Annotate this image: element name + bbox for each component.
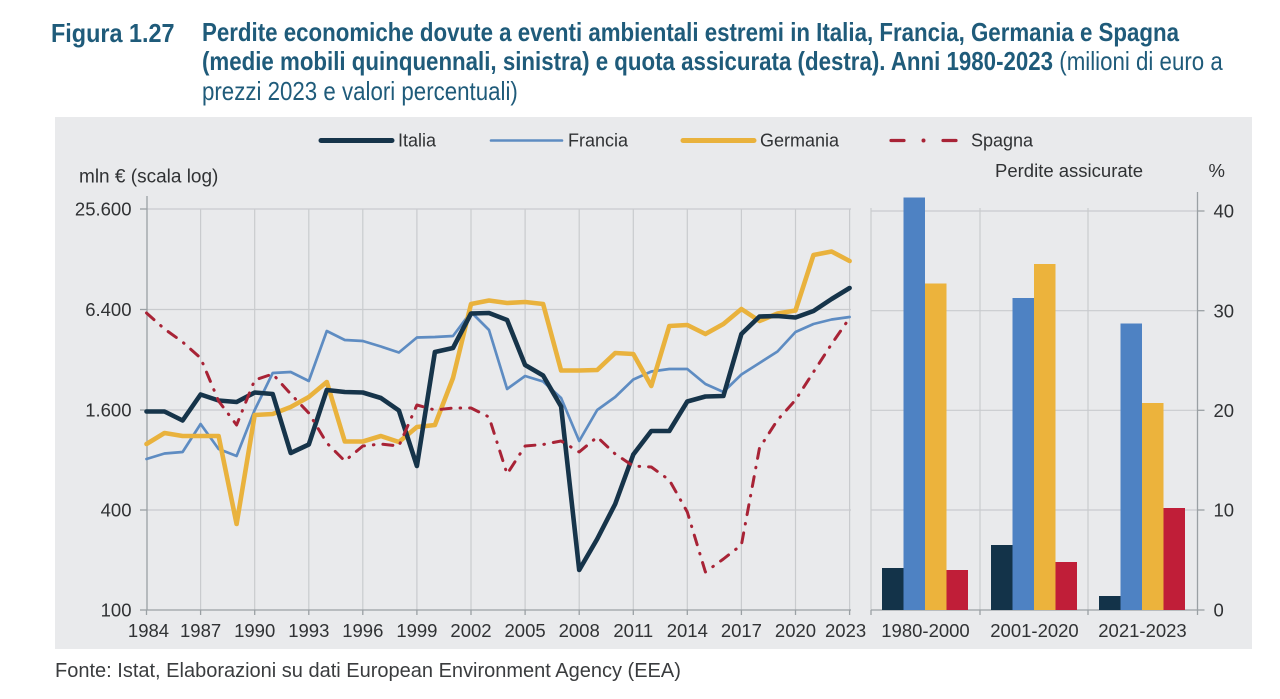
svg-text:1980-2000: 1980-2000 [881, 620, 969, 641]
svg-text:30: 30 [1214, 300, 1235, 321]
svg-text:2023: 2023 [825, 620, 866, 641]
svg-text:2014: 2014 [667, 620, 708, 641]
svg-text:Francia: Francia [568, 131, 629, 151]
svg-text:1999: 1999 [396, 620, 437, 641]
svg-text:1.600: 1.600 [85, 400, 131, 421]
svg-text:1993: 1993 [288, 620, 329, 641]
svg-text:100: 100 [101, 600, 132, 621]
svg-text:2021-2023: 2021-2023 [1098, 620, 1186, 641]
svg-text:Italia: Italia [398, 131, 437, 151]
svg-text:Germania: Germania [760, 131, 840, 151]
svg-text:20: 20 [1214, 400, 1235, 421]
svg-text:0: 0 [1214, 600, 1224, 621]
svg-text:6.400: 6.400 [85, 299, 131, 320]
svg-text:2005: 2005 [505, 620, 546, 641]
svg-text:25.600: 25.600 [75, 199, 132, 220]
svg-text:1987: 1987 [180, 620, 221, 641]
svg-text:2008: 2008 [559, 620, 600, 641]
svg-text:Perdite assicurate: Perdite assicurate [995, 160, 1143, 181]
svg-text:%: % [1209, 160, 1225, 181]
svg-text:1984: 1984 [128, 620, 169, 641]
svg-text:2017: 2017 [721, 620, 762, 641]
svg-text:10: 10 [1214, 500, 1235, 521]
svg-text:2020: 2020 [775, 620, 816, 641]
svg-text:2002: 2002 [450, 620, 491, 641]
svg-text:400: 400 [101, 500, 132, 521]
svg-text:mln € (scala log): mln € (scala log) [79, 167, 218, 188]
svg-text:2001-2020: 2001-2020 [990, 620, 1078, 641]
svg-text:2011: 2011 [613, 620, 653, 641]
svg-text:40: 40 [1214, 201, 1235, 222]
svg-text:1990: 1990 [234, 620, 275, 641]
svg-text:Spagna: Spagna [971, 131, 1034, 151]
svg-text:1996: 1996 [342, 620, 383, 641]
